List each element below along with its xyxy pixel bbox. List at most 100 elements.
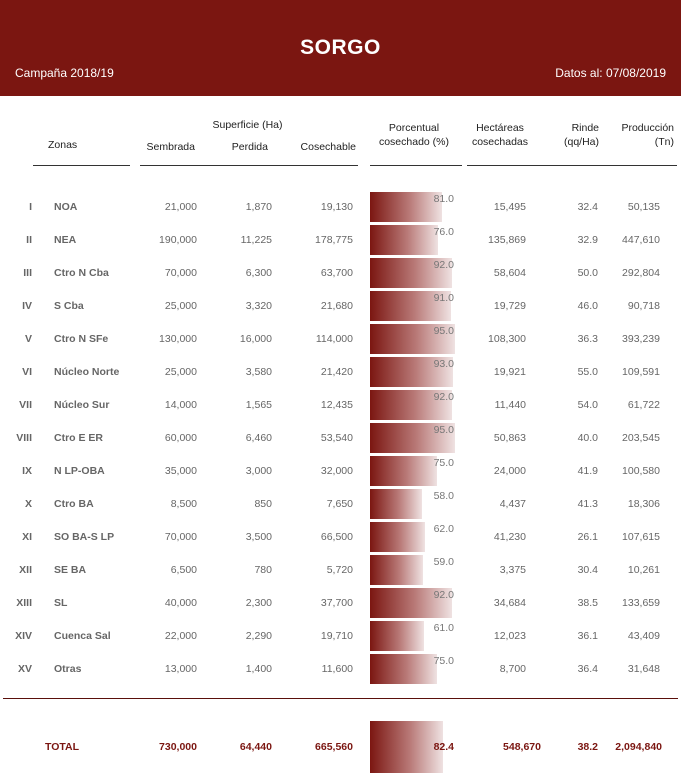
table-row: 91.0 IV S Cba 25,000 3,320 21,680 19,729 46.0 90… [0,290,681,323]
row-porcentual: 81.0 [433,193,454,205]
row-perdida: 850 [254,498,272,510]
superficie-group-header: Superficie (Ha) [212,119,283,131]
row-rinde: 55.0 [577,366,598,378]
total-separator [3,698,678,699]
row-hectareas: 19,729 [493,300,526,312]
porcentual-bar [370,456,437,486]
row-produccion: 100,580 [622,465,660,477]
row-sembrada: 25,000 [164,300,197,312]
row-perdida: 1,870 [245,201,272,213]
row-rinde: 41.3 [577,498,598,510]
table-row: 92.0 VII Núcleo Sur 14,000 1,565 12,435 11,440… [0,389,681,422]
porcentual-header-line2: cosechado (%) [378,136,450,148]
row-produccion: 292,804 [622,267,660,279]
row-rinde: 54.0 [577,399,598,411]
total-rinde: 38.2 [577,741,598,753]
row-hectareas: 3,375 [499,564,526,576]
table-row: 92.0 III Ctro N Cba 70,000 6,300 63,700 58,604… [0,257,681,290]
row-roman: VI [22,366,32,378]
row-sembrada: 130,000 [159,333,197,345]
table-row: 58.0 X Ctro BA 8,500 850 7,650 4,437 41.3 18,306 [0,488,681,521]
table-row: 76.0 II NEA 190,000 11,225 178,775 135,869 32.9… [0,224,681,257]
row-sembrada: 22,000 [164,630,197,642]
row-produccion: 107,615 [622,531,660,543]
produccion-header-line1: Producción [621,122,674,134]
row-zona: N LP-OBA [54,465,105,477]
porcentual-bar [370,654,437,684]
porcentual-bar [370,555,423,585]
table-row: 95.0 VIII Ctro E ER 60,000 6,460 53,540 50,863… [0,422,681,455]
row-hectareas: 50,863 [493,432,526,444]
row-porcentual: 93.0 [433,358,454,370]
row-porcentual: 61.0 [433,622,454,634]
row-hectareas: 34,684 [493,597,526,609]
row-perdida: 11,225 [240,234,272,246]
table-row: 59.0 XII SE BA 6,500 780 5,720 3,375 30.4 10,261 [0,554,681,587]
row-rinde: 36.3 [577,333,598,345]
row-hectareas: 12,023 [493,630,526,642]
porcentual-bar [370,291,451,321]
row-sembrada: 14,000 [164,399,197,411]
header-underline-zonas [33,165,130,166]
row-rinde: 46.0 [577,300,598,312]
row-produccion: 203,545 [622,432,660,444]
row-zona: Ctro N Cba [54,267,109,279]
hectareas-header-line1: Hectáreas [476,122,524,134]
row-sembrada: 35,000 [164,465,197,477]
row-zona: NOA [54,201,78,213]
porcentual-bar [370,225,438,255]
data-date-label: Datos al: 07/08/2019 [555,66,666,80]
row-cosechable: 178,775 [315,234,353,246]
row-zona: SO BA-S LP [54,531,115,543]
row-roman: XI [22,531,32,543]
table-row: 75.0 XV Otras 13,000 1,400 11,600 8,700 36.4 31,… [0,653,681,686]
row-produccion: 61,722 [627,399,660,411]
header-underline-results [467,165,677,166]
row-rinde: 36.1 [577,630,598,642]
row-rinde: 26.1 [577,531,598,543]
row-cosechable: 53,540 [320,432,353,444]
row-porcentual: 76.0 [433,226,454,238]
table-row: 61.0 XIV Cuenca Sal 22,000 2,290 19,710 12,023… [0,620,681,653]
rinde-header-line2: (qq/Ha) [563,136,599,148]
report-header: SORGO Campaña 2018/19 Datos al: 07/08/20… [0,0,681,96]
row-porcentual: 92.0 [433,391,454,403]
page-title: SORGO [300,36,381,59]
row-rinde: 41.9 [577,465,598,477]
perdida-header: Perdida [231,141,268,153]
row-perdida: 3,320 [245,300,272,312]
row-sembrada: 70,000 [164,267,197,279]
total-label: TOTAL [45,741,80,753]
row-hectareas: 8,700 [499,663,526,675]
row-roman: I [29,201,32,213]
porcentual-bar [370,324,455,354]
row-sembrada: 70,000 [164,531,197,543]
row-roman: V [24,333,32,345]
row-produccion: 133,659 [622,597,660,609]
total-perdida: 64,440 [239,741,272,753]
row-roman: II [26,234,32,246]
porcentual-bar [370,258,452,288]
row-roman: IX [22,465,32,477]
row-hectareas: 4,437 [499,498,526,510]
row-cosechable: 5,720 [326,564,353,576]
row-hectareas: 15,495 [493,201,526,213]
row-cosechable: 37,700 [320,597,353,609]
row-roman: VIII [16,432,32,444]
total-porcentual: 82.4 [433,741,454,753]
row-roman: III [23,267,32,279]
table-row: 93.0 VI Núcleo Norte 25,000 3,580 21,420 19,92… [0,356,681,389]
row-rinde: 30.4 [577,564,598,576]
row-porcentual: 58.0 [433,490,454,502]
row-porcentual: 92.0 [433,589,454,601]
row-rinde: 36.4 [577,663,598,675]
row-produccion: 90,718 [627,300,660,312]
row-perdida: 6,460 [245,432,272,444]
row-zona: Núcleo Norte [54,366,120,378]
row-perdida: 3,500 [245,531,272,543]
row-perdida: 3,000 [245,465,272,477]
row-produccion: 109,591 [622,366,660,378]
row-rinde: 50.0 [577,267,598,279]
row-cosechable: 21,680 [320,300,353,312]
row-perdida: 1,400 [245,663,272,675]
